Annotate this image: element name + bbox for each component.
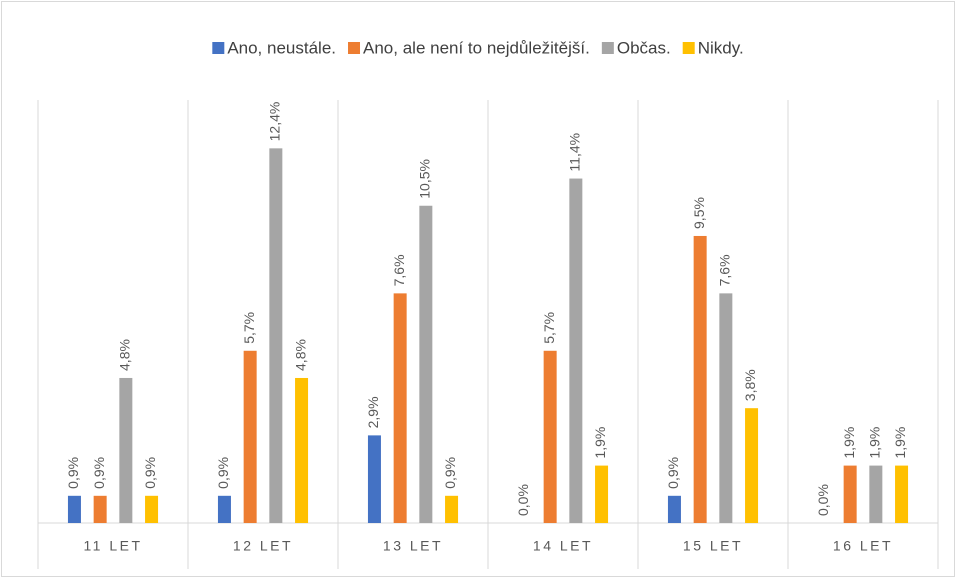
value-label: 0,0% [515,484,531,516]
legend-swatch [601,42,614,54]
bar [869,465,883,523]
value-label: 4,8% [292,339,308,371]
value-label: 5,7% [541,312,557,344]
legend-label: Ano, ale není to nejdůležitější. [363,38,590,57]
value-label: 0,9% [91,457,107,489]
bar [569,178,583,524]
value-label: 7,6% [391,254,407,286]
bar [693,235,707,523]
value-label: 1,9% [892,427,908,459]
x-tick-label: 12 LET [233,538,293,554]
legend-label: Ano, neustále. [227,38,336,57]
value-label: 5,7% [241,312,257,344]
bar [119,377,133,523]
bar [243,350,257,523]
legend-swatch [348,42,361,54]
value-label: 0,9% [215,457,231,489]
legend-label: Nikdy. [698,38,744,57]
value-label: 0,9% [65,457,81,489]
value-label: 1,9% [592,427,608,459]
x-tick-label: 14 LET [533,538,593,554]
bar [93,495,107,523]
x-tick-label: 13 LET [383,538,443,554]
value-label: 1,9% [841,427,857,459]
bar [595,465,609,523]
bar [393,293,407,523]
bar [895,465,909,523]
value-label: 10,5% [417,159,433,199]
bar [269,148,283,524]
bar [295,377,309,523]
value-label: 2,9% [365,396,381,428]
value-label: 11,4% [567,133,583,172]
value-label: 12,4% [267,102,283,142]
value-label: 7,6% [717,254,733,286]
x-tick-label: 16 LET [833,538,893,554]
value-label: 0,0% [815,484,831,516]
value-label: 4,8% [117,339,133,371]
bar [445,495,459,523]
bar [719,293,733,523]
value-label: 0,9% [442,457,458,489]
bar [543,350,557,523]
value-label: 3,8% [742,369,758,401]
bar [67,495,81,523]
bar [843,465,857,523]
legend-swatch [682,42,695,54]
value-label: 1,9% [867,427,883,459]
legend-swatch [212,42,225,54]
bar [367,435,381,523]
bar [419,205,433,523]
bar [667,495,681,523]
x-tick-label: 11 LET [83,538,142,554]
legend-label: Občas. [617,38,671,57]
value-label: 0,9% [142,457,158,489]
bar [217,495,231,523]
value-label: 0,9% [665,457,681,489]
bar [145,495,159,523]
x-tick-label: 15 LET [683,538,743,554]
bar [745,408,759,523]
value-label: 9,5% [691,197,707,229]
